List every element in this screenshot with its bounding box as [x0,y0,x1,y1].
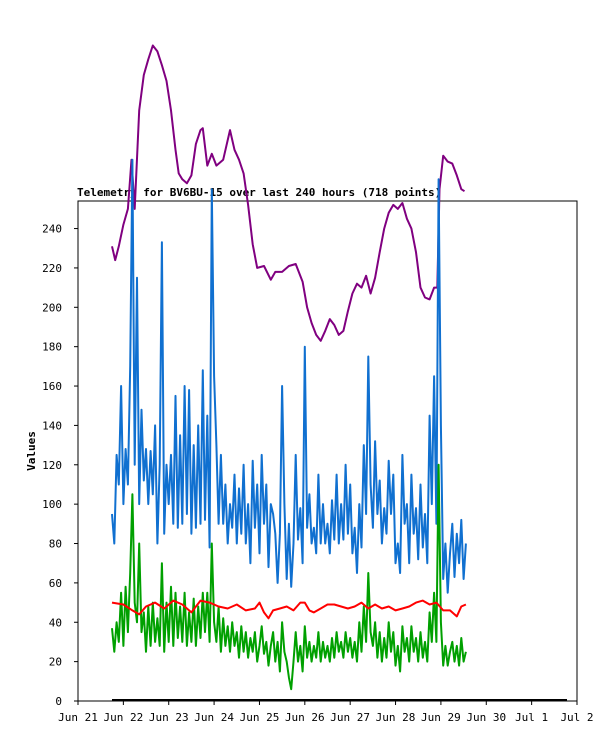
y-tick-label: 20 [49,656,62,669]
y-tick-label: 200 [42,301,62,314]
x-axis-ticks: Jun 21 Jun 22 Jun 23 Jun 24 Jun 25 Jun 26 Jun … [58,701,594,724]
y-tick-label: 60 [49,577,62,590]
x-tick-label: Jun 22 [103,711,143,724]
series-line-2 [111,463,467,691]
y-tick-label: 40 [49,616,62,629]
y-tick-label: 240 [42,223,62,236]
y-tick-label: 140 [42,419,62,432]
y-axis-ticks: 0 20 40 60 80 100 120 140 160 180 200 220 240 [42,223,78,708]
y-tick-label: 180 [42,341,62,354]
series-line-3 [111,599,467,620]
x-tick-label: Jun 29 [421,711,461,724]
series-layer [111,44,467,691]
x-tick-label: Jul 2 [560,711,593,724]
x-tick-label: Jun 26 [285,711,325,724]
series-line-1 [111,158,467,594]
y-tick-label: 220 [42,262,62,275]
x-tick-label: Jun 28 [376,711,416,724]
y-tick-label: 0 [55,695,62,708]
series-line-0 [111,44,466,342]
y-tick-label: 80 [49,538,62,551]
x-tick-label: Jun 27 [330,711,370,724]
x-tick-label: Jul 1 [515,711,548,724]
x-tick-label: Jun 24 [194,711,234,724]
y-tick-label: 100 [42,498,62,511]
x-tick-label: Jun 30 [466,711,506,724]
y-tick-label: 160 [42,380,62,393]
y-tick-label: 120 [42,459,62,472]
x-tick-label: Jun 23 [149,711,189,724]
plot-area [77,200,578,702]
x-tick-label: Jun 21 [58,711,98,724]
chart-title: Telemetry for BV6BU-15 over last 240 hou… [77,186,441,199]
y-axis-label: Values [25,431,38,471]
x-tick-label: Jun 25 [240,711,280,724]
